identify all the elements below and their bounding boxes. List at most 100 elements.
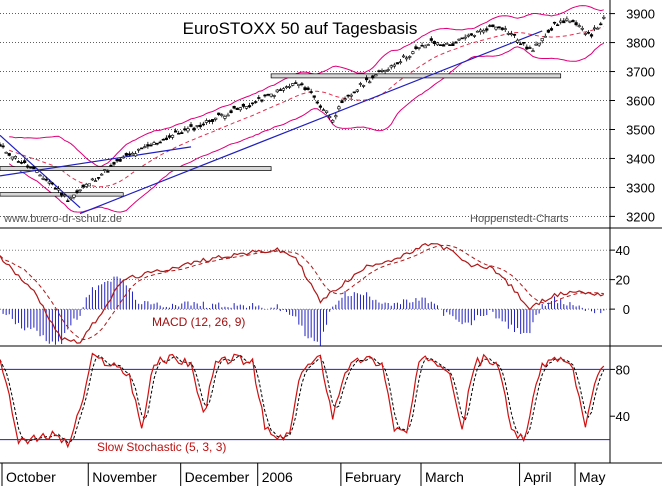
price-candle-body <box>189 124 193 127</box>
x-tick-label: 2006 <box>262 469 293 485</box>
price-candle-body <box>475 30 480 33</box>
price-candle-body <box>568 20 572 23</box>
price-candle-body <box>602 16 606 19</box>
price-candle-body <box>198 124 202 128</box>
price-candle-body <box>318 105 323 108</box>
price-candle-body <box>386 69 390 71</box>
price-candle-body <box>7 153 11 156</box>
price-candle-body <box>96 177 101 179</box>
price-candle-body <box>269 93 273 97</box>
price-candle-body <box>29 166 33 169</box>
price-candle-body <box>534 43 538 46</box>
price-candle-body <box>275 89 279 93</box>
price-candle-body <box>214 117 218 120</box>
price-candle-body <box>306 87 310 90</box>
price-candle-body <box>26 165 30 168</box>
price-candle-body <box>284 86 289 88</box>
price-candle-body <box>377 70 381 73</box>
price-candle-body <box>238 107 242 111</box>
price-candle-body <box>571 20 575 22</box>
price-candle-body <box>260 99 264 102</box>
price-candle-body <box>445 42 449 45</box>
macd-signal-line <box>0 244 604 341</box>
price-candle-body <box>140 147 144 150</box>
price-candle-body <box>494 26 498 30</box>
price-candle-body <box>266 93 270 96</box>
price-candle-body <box>405 57 409 60</box>
price-candle-body <box>232 105 236 109</box>
price-candle-body <box>509 33 514 36</box>
price-candle-body <box>469 33 473 36</box>
price-candle-body <box>174 130 178 133</box>
source-right-label: Hoppenstedt-Charts <box>470 213 569 225</box>
stoch-y-axis: 40 80 <box>610 362 630 424</box>
price-candle-body <box>217 112 221 115</box>
price-candle-body <box>383 70 387 72</box>
trendline <box>0 134 81 209</box>
price-candle-body <box>309 91 313 93</box>
price-candle-body <box>374 74 378 77</box>
price-candle-body <box>161 138 165 141</box>
price-candle-body <box>401 55 406 58</box>
source-left-label: www.buero-dr-schulz.de <box>3 213 122 225</box>
stochastic-label: Slow Stochastic (5, 3, 3) <box>97 440 226 454</box>
trendline <box>0 146 192 177</box>
price-candle-body <box>392 64 396 67</box>
price-candle-body <box>183 128 187 131</box>
price-candle-body <box>497 26 501 29</box>
price-candle-body <box>220 114 224 116</box>
price-candle-body <box>84 183 88 187</box>
price-candle-body <box>56 188 61 191</box>
price-candle-body <box>63 194 67 196</box>
price-candle-body <box>13 156 18 159</box>
price-candle-body <box>75 190 79 193</box>
price-candle-body <box>257 97 261 99</box>
price-candle-body <box>365 77 369 81</box>
price-candle-body <box>121 156 125 159</box>
price-candle-body <box>482 30 486 33</box>
price-candle-body <box>60 192 64 196</box>
price-candle-body <box>361 85 366 87</box>
price-tick-label: 3400 <box>626 151 655 166</box>
price-candle-body <box>207 120 212 122</box>
price-candle-body <box>438 44 443 46</box>
price-candle-body <box>137 148 141 151</box>
price-candle-body <box>23 160 27 163</box>
price-candle-body <box>90 178 95 181</box>
price-candle-body <box>124 153 128 156</box>
stoch-k-line <box>0 352 605 449</box>
price-candle-body <box>247 105 252 108</box>
price-candle-body <box>167 135 172 138</box>
price-candle-body <box>577 25 581 27</box>
price-candle-body <box>87 183 91 187</box>
x-tick-label: April <box>524 469 552 485</box>
price-candle-body <box>133 153 138 157</box>
trendline <box>79 30 543 215</box>
price-candle-body <box>287 85 292 88</box>
price-candle-body <box>451 43 455 46</box>
price-candle-body <box>16 161 21 163</box>
price-candle-body <box>303 87 307 90</box>
price-candle-body <box>408 56 412 58</box>
price-candle-body <box>423 45 427 49</box>
price-candle-body <box>346 94 350 97</box>
price-candle-body <box>589 34 594 37</box>
price-candle-body <box>281 88 286 91</box>
price-candle-body <box>235 107 239 110</box>
price-candle-body <box>512 33 517 36</box>
price-candle-body <box>368 81 372 84</box>
price-candle-body <box>472 35 477 37</box>
x-tick-label: December <box>185 469 250 485</box>
price-candle-body <box>118 158 122 162</box>
price-candle-body <box>556 24 560 27</box>
price-candle-body <box>491 24 495 28</box>
price-candle-body <box>229 110 233 114</box>
price-candle-body <box>515 39 520 43</box>
support-resistance-box <box>270 73 562 79</box>
price-candle-body <box>100 173 104 176</box>
macd-y-axis: 0 20 40 <box>610 243 630 317</box>
price-candle-body <box>93 180 98 182</box>
price-candle-body <box>263 94 267 97</box>
price-candle-body <box>432 41 436 44</box>
